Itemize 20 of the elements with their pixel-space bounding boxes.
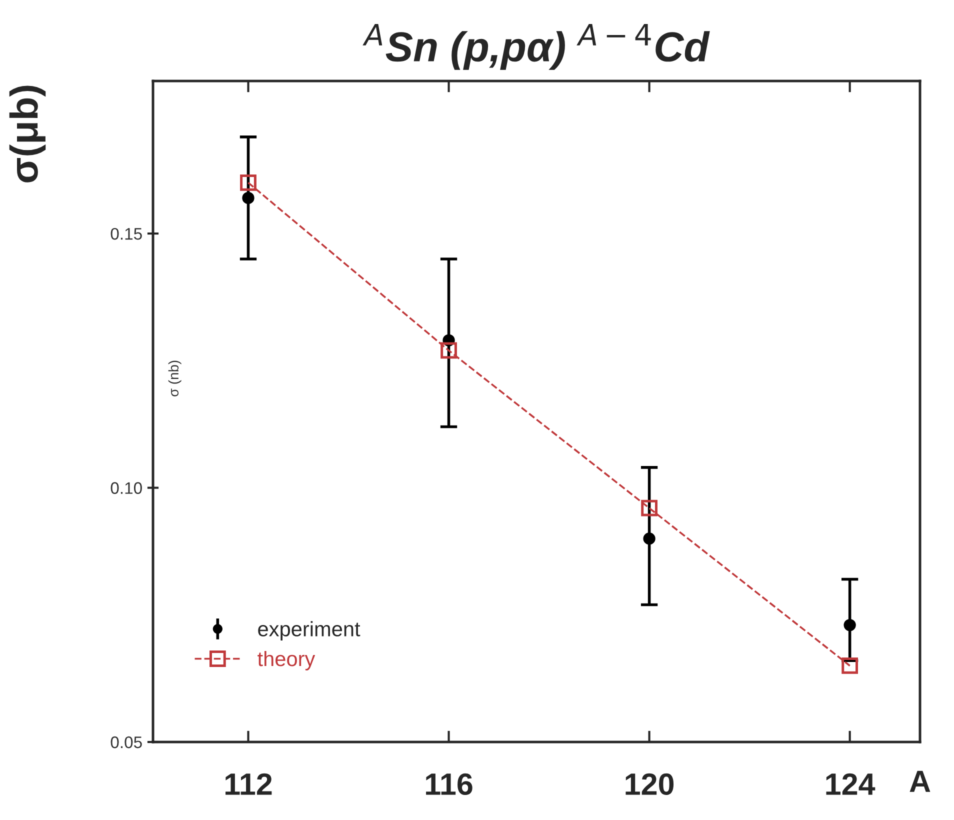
y-axis-title: σ(μb) bbox=[9, 86, 46, 182]
point bbox=[242, 192, 254, 204]
y-tick-label: 0.10 bbox=[110, 482, 142, 494]
legend-label: experiment bbox=[258, 621, 360, 641]
chart-title: $^{A}$Sn (p,pα) $^{A−4}$Cd bbox=[362, 24, 710, 70]
point bbox=[641, 500, 658, 516]
legend-label: theory bbox=[258, 650, 316, 670]
point bbox=[844, 618, 856, 632]
point bbox=[240, 174, 256, 191]
point bbox=[440, 342, 457, 359]
x-axis-title: A bbox=[910, 770, 930, 792]
point bbox=[643, 532, 656, 545]
x-tick-label: 112 bbox=[226, 773, 272, 795]
point bbox=[842, 658, 858, 674]
y-tick-label: 0.05 bbox=[110, 736, 142, 748]
x-tick-label: 120 bbox=[626, 773, 674, 795]
y-tick-label: 0.15 bbox=[110, 228, 142, 240]
x-tick-label: 116 bbox=[426, 773, 472, 795]
x-tick-label: 124 bbox=[826, 773, 876, 795]
annotation: σ (nb) bbox=[168, 360, 182, 396]
